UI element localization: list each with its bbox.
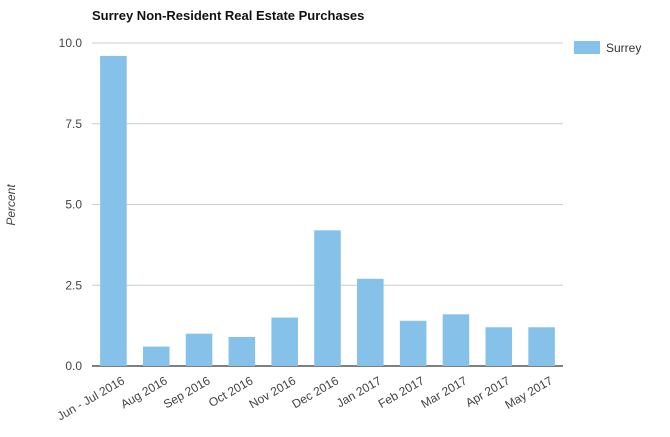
chart-title: Surrey Non-Resident Real Estate Purchase… — [92, 8, 364, 23]
x-tick-label: Mar 2017 — [419, 373, 470, 411]
bar[interactable] — [314, 230, 341, 366]
x-tick-label: Nov 2016 — [247, 373, 299, 411]
x-tick-label: Feb 2017 — [376, 373, 427, 411]
x-tick-label: May 2017 — [502, 373, 555, 412]
y-axis-label: Percent — [4, 184, 18, 226]
bars — [100, 55, 555, 367]
x-tick-label: Dec 2016 — [290, 373, 342, 411]
legend-swatch-surrey — [574, 41, 600, 54]
bar[interactable] — [100, 55, 127, 367]
bar[interactable] — [142, 346, 170, 366]
x-tick-label: Aug 2016 — [118, 373, 170, 411]
bar[interactable] — [399, 320, 427, 366]
bar[interactable] — [271, 317, 298, 366]
x-tick-label: Oct 2016 — [206, 373, 255, 410]
bar[interactable] — [442, 314, 470, 366]
y-tick-labels: 0.0 2.5 5.0 7.5 10.0 — [59, 36, 83, 373]
legend-label-surrey: Surrey — [606, 41, 641, 55]
x-tick-label: Jun - Jul 2016 — [55, 373, 128, 423]
bar[interactable] — [228, 336, 256, 366]
x-tick-label: Sep 2016 — [161, 373, 213, 411]
x-tick-label: Jan 2017 — [334, 373, 384, 410]
y-tick-label: 10.0 — [59, 36, 83, 50]
y-tick-label: 2.5 — [65, 278, 82, 292]
y-tick-label: 5.0 — [65, 198, 82, 212]
bar[interactable] — [357, 278, 384, 366]
y-tick-label: 7.5 — [65, 117, 82, 131]
bar[interactable] — [485, 327, 513, 366]
bar[interactable] — [528, 327, 555, 366]
legend[interactable]: Surrey — [574, 41, 641, 55]
bar[interactable] — [185, 333, 213, 366]
y-tick-label: 0.0 — [65, 359, 82, 373]
